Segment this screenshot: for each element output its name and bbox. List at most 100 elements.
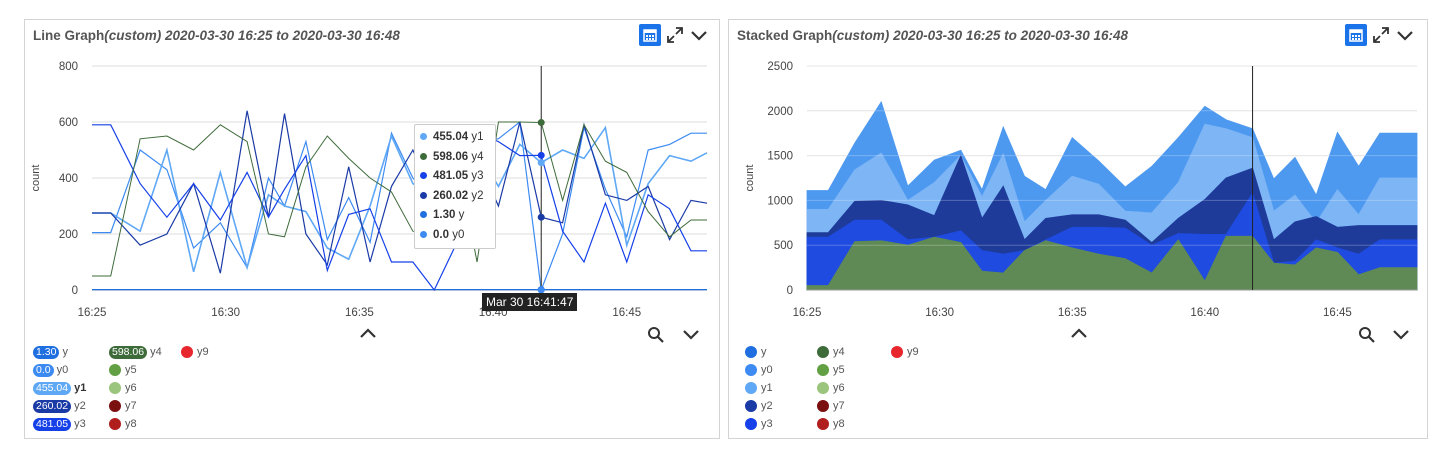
- x-tick-label: 16:35: [345, 307, 374, 319]
- legend-series-name: y2: [74, 400, 86, 413]
- legend-item-y5[interactable]: y5: [109, 362, 137, 378]
- legend-color-dot: [109, 418, 121, 431]
- y-tick-label: 200: [59, 229, 78, 241]
- calendar-icon[interactable]: [639, 24, 661, 46]
- legend-color-dot: [745, 400, 757, 413]
- legend-item-y0[interactable]: 0.0 y0: [33, 362, 68, 378]
- line-graph-title: Line Graph(custom) 2020-03-30 16:25 to 2…: [33, 28, 400, 43]
- legend-item-y8[interactable]: y8: [109, 416, 137, 432]
- title-main: Stacked Graph: [737, 28, 833, 43]
- legend-color-dot: [109, 364, 121, 377]
- legend-item-y0[interactable]: y0: [745, 362, 773, 378]
- stacked-graph-title: Stacked Graph(custom) 2020-03-30 16:25 t…: [737, 28, 1128, 43]
- legend-menu-chevron-icon[interactable]: [681, 328, 701, 342]
- legend-series-name: y0: [761, 364, 773, 377]
- x-tick-label: 16:30: [211, 307, 240, 319]
- legend-item-y4[interactable]: 598.06 y4: [109, 344, 162, 360]
- title-custom: (custom): [104, 28, 162, 43]
- tooltip-row-y4: 598.06 y4: [420, 148, 490, 168]
- legend-item-y6[interactable]: y6: [109, 380, 137, 396]
- legend-item-y6[interactable]: y6: [817, 380, 845, 396]
- legend-value-pill: 455.04: [33, 381, 72, 395]
- y-tick-label: 1500: [767, 151, 793, 163]
- legend-series-name: y3: [761, 418, 773, 431]
- legend-series-name: y1: [74, 382, 87, 395]
- chevron-down-icon[interactable]: [689, 26, 709, 46]
- y-tick-label: 1000: [767, 195, 793, 207]
- legend-item-y1[interactable]: 455.04 y1: [33, 380, 86, 396]
- tooltip-row-y0: 0.0 y0: [420, 226, 490, 246]
- legend-series-name: y7: [833, 400, 845, 413]
- legend-item-y3[interactable]: 481.05 y3: [33, 416, 86, 432]
- legend-value-pill: 598.06: [109, 345, 148, 359]
- legend-series-name: y3: [74, 418, 86, 431]
- y-axis-label: count: [744, 165, 756, 192]
- legend-item-y8[interactable]: y8: [817, 416, 845, 432]
- tooltip-dot: [420, 172, 427, 180]
- legend-item-y7[interactable]: y7: [817, 398, 845, 414]
- legend-item-y1[interactable]: y1: [745, 380, 773, 396]
- tooltip-row-y: 1.30 y: [420, 206, 490, 226]
- collapse-legend-icon[interactable]: [1069, 326, 1089, 340]
- legend-item-y9[interactable]: y9: [181, 344, 209, 360]
- line-graph-panel: Line Graph(custom) 2020-03-30 16:25 to 2…: [24, 19, 720, 439]
- tooltip-dot: [420, 133, 427, 141]
- legend-value-pill: 1.30: [33, 345, 60, 359]
- series-y2-line: [92, 110, 708, 274]
- legend-series-name: y4: [150, 346, 162, 359]
- legend-color-dot: [817, 382, 829, 395]
- stacked-legend: y y0 y1 y2 y3 y4 y5 y6 y7 y8 y9: [729, 327, 1427, 437]
- legend-color-dot: [181, 346, 193, 359]
- tooltip-row-y2: 260.02 y2: [420, 187, 490, 207]
- title-range: 2020-03-30 16:25 to 2020-03-30 16:48: [893, 28, 1128, 43]
- x-tick-label: 16:25: [793, 307, 822, 319]
- legend-series-name: y: [62, 346, 68, 359]
- data-tooltip: 455.04 y1 598.06 y4 481.05 y3 260.02 y2 1.30…: [414, 124, 496, 249]
- series-y0-line: [92, 120, 707, 291]
- collapse-legend-icon[interactable]: [358, 326, 378, 340]
- stacked-chart[interactable]: 0 500 1000 1500 2000 2500 16:25 16:30 16:35 16:40…: [729, 50, 1427, 340]
- legend-item-y3[interactable]: y3: [745, 416, 773, 432]
- x-tick-label: 16:30: [925, 307, 954, 319]
- y-tick-label: 500: [774, 240, 793, 252]
- stacked-graph-panel: Stacked Graph(custom) 2020-03-30 16:25 t…: [728, 19, 1428, 439]
- calendar-icon[interactable]: [1345, 24, 1367, 46]
- search-icon[interactable]: [1358, 326, 1376, 344]
- legend-color-dot: [745, 418, 757, 431]
- y-tick-label: 800: [59, 61, 78, 73]
- legend-value-pill: 0.0: [33, 363, 54, 377]
- x-tick-label: 16:45: [1323, 307, 1352, 319]
- expand-icon[interactable]: [1372, 26, 1392, 46]
- legend-item-y[interactable]: 1.30 y: [33, 344, 68, 360]
- expand-icon[interactable]: [666, 26, 686, 46]
- legend-series-name: y2: [761, 400, 773, 413]
- tooltip-series-name: y0: [452, 228, 465, 241]
- chevron-down-icon[interactable]: [1395, 26, 1415, 46]
- legend-item-y9[interactable]: y9: [891, 344, 919, 360]
- cursor-point-y2: [537, 213, 545, 221]
- series-y1-line: [92, 125, 708, 273]
- y-tick-label: 0: [72, 285, 78, 297]
- legend-series-name: y4: [833, 346, 845, 359]
- legend-item-y[interactable]: y: [745, 344, 767, 360]
- y-tick-label: 2500: [767, 61, 793, 73]
- x-axis-tooltip: Mar 30 16:41:47: [482, 293, 578, 311]
- legend-item-y5[interactable]: y5: [817, 362, 845, 378]
- title-custom: (custom): [832, 28, 890, 43]
- search-icon[interactable]: [647, 326, 665, 344]
- legend-series-name: y6: [125, 382, 137, 395]
- title-range: 2020-03-30 16:25 to 2020-03-30 16:48: [165, 28, 400, 43]
- legend-menu-chevron-icon[interactable]: [1391, 328, 1411, 342]
- cursor-point-y1: [537, 159, 545, 167]
- tooltip-dot: [420, 191, 427, 199]
- tooltip-row-y1: 455.04 y1: [420, 128, 490, 148]
- legend-item-y2[interactable]: y2: [745, 398, 773, 414]
- tooltip-value: 481.05: [433, 170, 469, 182]
- legend-item-y4[interactable]: y4: [817, 344, 845, 360]
- x-tick-label: 16:40: [1190, 307, 1219, 319]
- legend-item-y2[interactable]: 260.02 y2: [33, 398, 86, 414]
- tooltip-dot: [420, 211, 427, 219]
- legend-item-y7[interactable]: y7: [109, 398, 137, 414]
- legend-color-dot: [817, 400, 829, 413]
